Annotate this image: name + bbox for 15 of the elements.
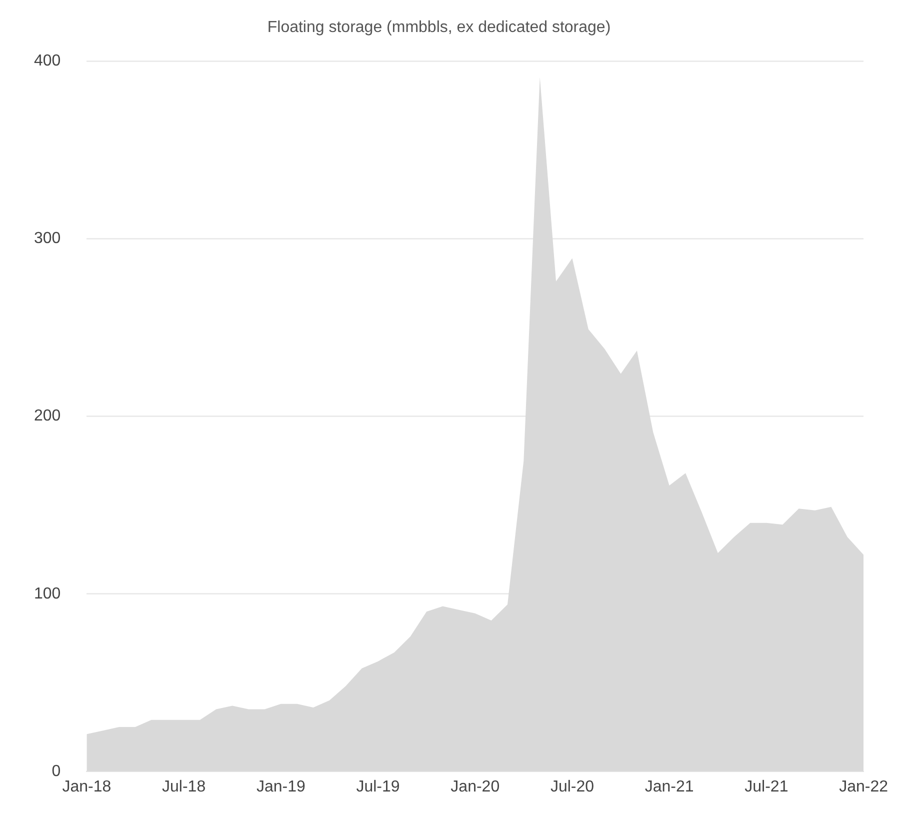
- x-tick-label: Jan-20: [450, 778, 500, 796]
- x-tick-label: Jul-20: [550, 778, 594, 796]
- y-tick-label: 200: [34, 408, 61, 425]
- x-tick-label: Jan-21: [644, 778, 694, 796]
- chart-title: Floating storage (mmbbls, ex dedicated storage): [267, 19, 611, 36]
- y-tick-label: 400: [34, 52, 61, 70]
- y-tick-label: 100: [34, 585, 61, 602]
- x-tick-label: Jul-18: [162, 778, 206, 796]
- x-tick-label: Jan-22: [839, 778, 888, 796]
- x-tick-label: Jul-19: [356, 778, 400, 796]
- x-tick-label: Jul-21: [744, 778, 788, 796]
- y-tick-label: 300: [34, 230, 61, 248]
- y-tick-label: 0: [52, 762, 61, 780]
- x-tick-label: Jan-18: [62, 778, 112, 796]
- x-tick-label: Jan-19: [256, 778, 306, 796]
